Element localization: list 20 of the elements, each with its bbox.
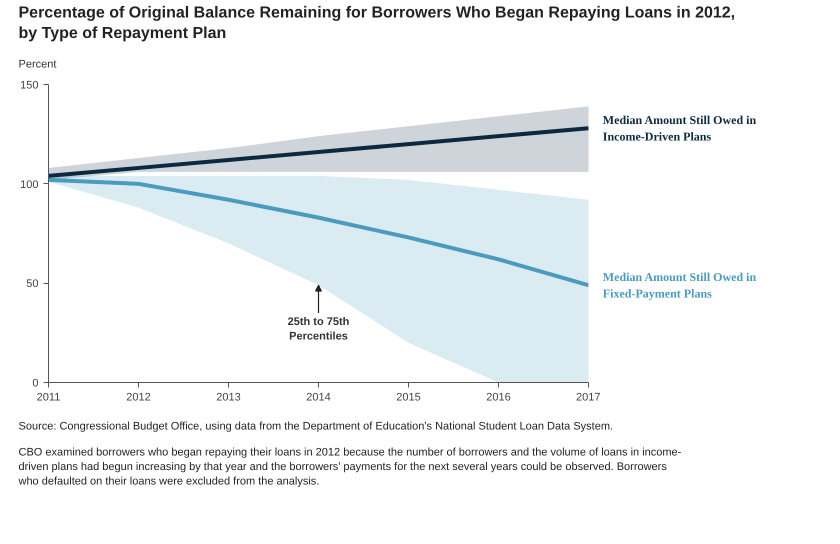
series-label: Median Amount Still Owed in Fixed-Payment Plans [602,270,756,301]
chart-title: Percentage of Original Balance Remaining for Borrowers Who Began Repaying Loans in 2012, by Type of Repayment Plan [18,4,736,42]
y-tick-label: 100 [20,178,39,191]
x-tick-label: 2013 [216,392,241,404]
y-axis-title: Percent [18,58,56,70]
annotation: 25th to 75th Percentiles [288,316,350,342]
line-series [48,178,588,288]
x-tick-label: 2017 [576,392,601,404]
line-series [48,126,588,178]
y-tick-label: 150 [20,80,39,92]
x-tick-label: 2015 [396,392,421,404]
y-tick-label: 50 [26,278,39,290]
x-tick-label: 2012 [126,392,151,404]
x-tick-label: 2011 [36,392,60,404]
source-note: Source: Congressional Budget Office, using data from the Department of Education’s National Student Loan Data System. [18,420,614,432]
y-tick-label: 0 [32,378,39,390]
x-tick-label: 2014 [306,392,331,404]
text: CBO examined borrowers who began repaying their loans in 2012 because the number of borrowers and the volume of loans in income-driven plans had begun increasing by that year and the borrowers’ payments for the next several years could be observed. Borrowers who defaulted on their loans were excluded from the analysis. [18,446,682,488]
series-label: Median Amount Still Owed in Income-Driven Plans [602,112,756,144]
x-tick-label: 2016 [486,392,511,404]
